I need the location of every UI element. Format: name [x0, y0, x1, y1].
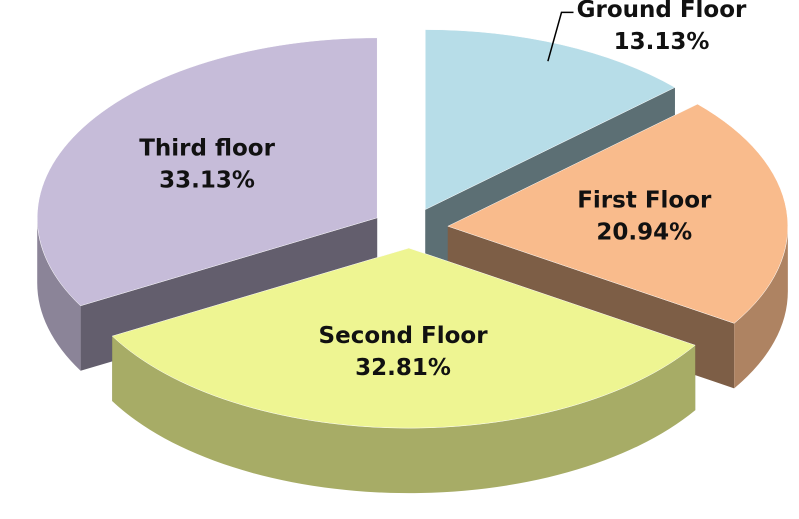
pie-slice	[37, 37, 378, 307]
pie-slice	[447, 103, 789, 324]
slice-value-label: 13.13%	[614, 29, 710, 55]
pie-slice	[111, 247, 696, 429]
slice-label: Second Floor	[319, 323, 489, 349]
slice-outer-wall	[112, 336, 696, 494]
slice-label: Ground Floor	[577, 0, 747, 23]
slice-outer-wall	[37, 217, 81, 371]
slice-outer-wall	[734, 226, 788, 389]
leader-line	[547, 11, 574, 62]
slice-value-label: 33.13%	[159, 168, 255, 194]
slice-label: First Floor	[577, 188, 712, 214]
slice-value-label: 20.94%	[596, 220, 692, 246]
slice-label: Third floor	[139, 136, 275, 162]
pie-slice	[424, 29, 676, 210]
slice-value-label: 32.81%	[355, 355, 451, 381]
